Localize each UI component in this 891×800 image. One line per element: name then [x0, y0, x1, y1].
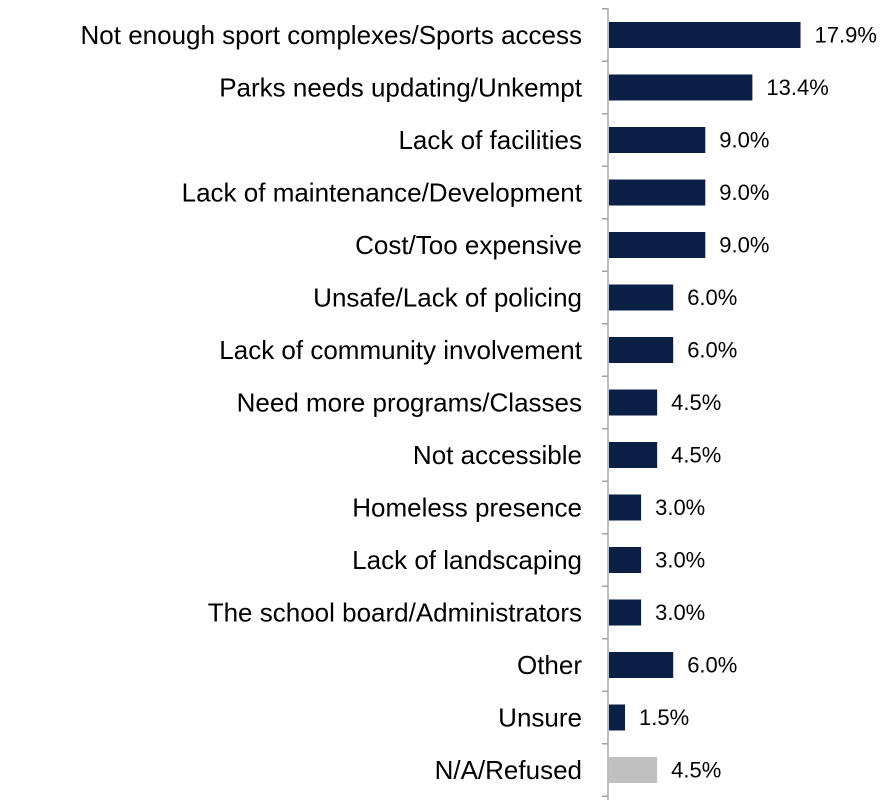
bar [609, 127, 706, 153]
labels: Not enough sport complexes/Sports access… [81, 20, 877, 785]
value-label: 17.9% [815, 23, 877, 48]
category-label: Lack of facilities [398, 125, 582, 155]
category-label: Cost/Too expensive [355, 230, 582, 260]
category-label: N/A/Refused [435, 755, 582, 785]
category-label: Unsure [498, 703, 582, 733]
category-label: Unsafe/Lack of policing [313, 283, 582, 313]
bar [609, 442, 658, 468]
category-label: Not enough sport complexes/Sports access [81, 20, 582, 50]
value-label: 3.0% [655, 548, 705, 573]
bar [609, 652, 674, 678]
bar [609, 494, 642, 521]
value-label: 3.0% [655, 600, 705, 625]
value-label: 4.5% [671, 758, 721, 783]
bar [609, 337, 674, 363]
axis-layer [602, 8, 609, 800]
bar [609, 232, 706, 258]
bar [609, 599, 642, 626]
category-label: The school board/Administrators [208, 598, 582, 628]
category-label: Other [517, 650, 582, 680]
value-label: 13.4% [766, 75, 828, 100]
value-label: 3.0% [655, 495, 705, 520]
value-label: 9.0% [719, 128, 769, 153]
value-label: 9.0% [719, 180, 769, 205]
category-label: Homeless presence [352, 493, 582, 523]
category-label: Lack of maintenance/Development [182, 178, 583, 208]
bar [609, 389, 658, 416]
value-label: 6.0% [687, 338, 737, 363]
bars [609, 22, 801, 783]
value-label: 6.0% [687, 285, 737, 310]
category-label: Parks needs updating/Unkempt [219, 73, 583, 103]
category-label: Need more programs/Classes [237, 388, 582, 418]
bar [609, 22, 801, 48]
bar [609, 757, 658, 783]
category-label: Not accessible [413, 440, 582, 470]
bar [609, 284, 674, 311]
bar [609, 179, 706, 206]
value-label: 4.5% [671, 443, 721, 468]
bar [609, 547, 642, 573]
value-label: 1.5% [639, 705, 689, 730]
bar [609, 704, 626, 731]
value-label: 6.0% [687, 653, 737, 678]
value-label: 9.0% [719, 233, 769, 258]
category-label: Lack of landscaping [352, 545, 582, 575]
category-label: Lack of community involvement [219, 335, 582, 365]
value-label: 4.5% [671, 390, 721, 415]
bar [609, 74, 753, 101]
